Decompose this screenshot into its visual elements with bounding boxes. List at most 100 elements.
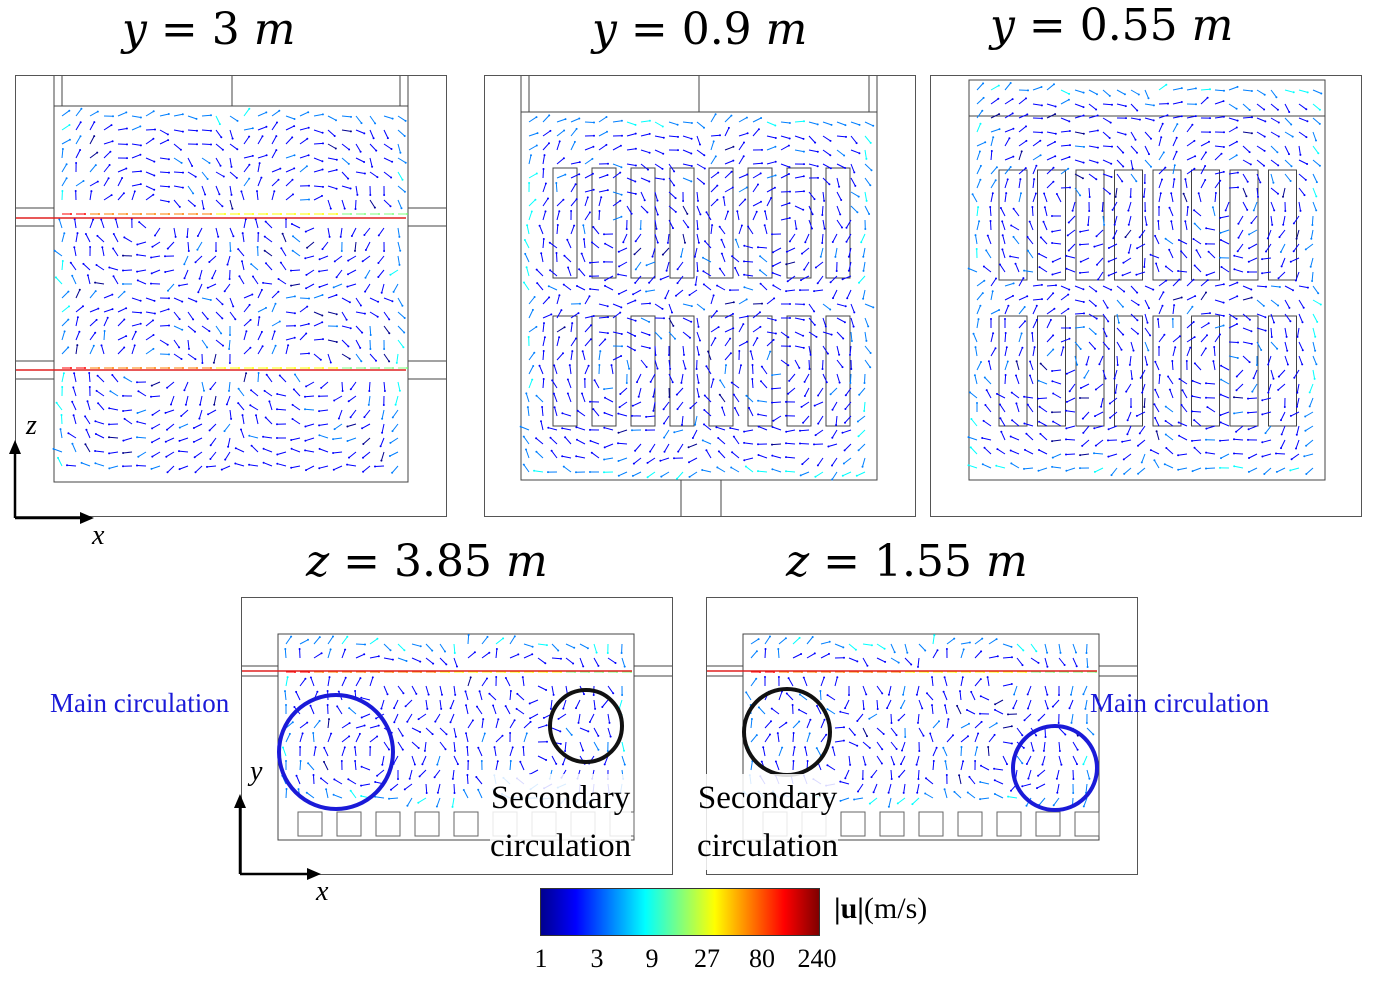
velocity-arrow: [1046, 141, 1056, 147]
velocity-arrow-head: [1180, 403, 1183, 406]
velocity-arrow-head: [61, 190, 64, 192]
velocity-arrow-head: [294, 373, 296, 376]
velocity-arrow-head: [714, 155, 717, 158]
velocity-arrow: [794, 205, 804, 211]
velocity-arrow-head: [743, 459, 746, 462]
velocity-arrow-head: [1093, 427, 1096, 430]
velocity-arrow: [1060, 338, 1070, 343]
velocity-arrow-head: [354, 690, 357, 692]
velocity-arrow: [183, 255, 189, 265]
velocity-arrow: [724, 115, 732, 123]
velocity-arrow: [341, 381, 344, 392]
velocity-arrow-head: [1082, 91, 1085, 94]
velocity-arrow: [137, 269, 147, 273]
velocity-arrow: [249, 464, 259, 467]
velocity-arrow: [1102, 159, 1112, 165]
velocity-arrow: [836, 359, 843, 368]
velocity-arrow-head: [94, 281, 97, 284]
velocity-arrow-head: [194, 358, 197, 361]
velocity-arrow: [677, 261, 684, 270]
velocity-arrow: [634, 275, 642, 284]
velocity-arrow: [777, 648, 780, 659]
velocity-arrow-head: [1288, 306, 1291, 309]
velocity-arrow: [137, 254, 147, 257]
velocity-arrow-head: [449, 707, 452, 710]
velocity-arrow-head: [318, 410, 321, 413]
velocity-arrow: [271, 122, 278, 131]
velocity-arrow: [1116, 313, 1120, 323]
velocity-arrow: [598, 316, 609, 319]
velocity-arrow: [411, 727, 421, 733]
velocity-arrow: [117, 347, 125, 355]
velocity-arrow: [1154, 361, 1160, 371]
velocity-arrow: [523, 282, 530, 291]
velocity-arrow-head: [275, 149, 278, 152]
velocity-arrow-head: [785, 692, 788, 695]
velocity-arrow-head: [61, 260, 64, 262]
velocity-arrow-head: [251, 293, 254, 296]
velocity-arrow-head: [729, 352, 732, 355]
velocity-arrow: [682, 219, 689, 228]
velocity-arrow: [994, 699, 1004, 705]
velocity-arrow-head: [183, 277, 186, 280]
velocity-arrow: [850, 205, 858, 213]
velocity-arrow: [1127, 201, 1132, 211]
velocity-arrow-head: [392, 290, 395, 293]
velocity-arrow-head: [112, 275, 115, 278]
velocity-arrow-head: [336, 367, 338, 369]
velocity-arrow-head: [1046, 651, 1049, 654]
velocity-arrow: [721, 239, 726, 249]
velocity-arrow: [1242, 131, 1252, 134]
velocity-arrow: [542, 155, 545, 165]
velocity-arrow: [291, 465, 301, 469]
velocity-arrow: [1158, 84, 1167, 91]
velocity-arrow: [355, 297, 362, 306]
velocity-arrow: [750, 650, 758, 659]
velocity-arrow: [1186, 279, 1194, 287]
velocity-arrow: [654, 135, 664, 139]
velocity-arrow-head: [364, 276, 367, 279]
velocity-arrow-head: [962, 648, 965, 651]
velocity-arrow-head: [68, 305, 70, 308]
velocity-arrow: [305, 255, 315, 259]
velocity-arrow: [186, 227, 189, 238]
velocity-arrow: [1004, 347, 1008, 357]
velocity-arrow: [1052, 242, 1062, 245]
velocity-arrow-head: [994, 347, 997, 350]
velocity-arrow-head: [360, 795, 363, 797]
velocity-arrow-head: [93, 121, 96, 124]
velocity-arrow: [626, 300, 636, 305]
velocity-arrow-head: [1191, 305, 1194, 308]
velocity-arrow-head: [732, 159, 735, 162]
velocity-arrow-head: [617, 412, 620, 415]
velocity-arrow: [1186, 168, 1195, 175]
velocity-arrow-head: [788, 122, 791, 124]
velocity-arrow-head: [1079, 397, 1081, 399]
velocity-arrow: [735, 239, 740, 249]
velocity-arrow: [83, 263, 91, 271]
velocity-arrow-head: [248, 434, 251, 437]
velocity-arrow-head: [1037, 397, 1039, 400]
velocity-arrow-head: [552, 693, 555, 696]
velocity-arrow-head: [801, 463, 804, 466]
velocity-arrow-head: [560, 657, 562, 660]
velocity-arrow-head: [652, 395, 655, 398]
velocity-arrow: [862, 247, 866, 257]
velocity-arrow: [1270, 341, 1278, 350]
velocity-arrow: [215, 157, 221, 167]
velocity-arrow: [706, 211, 712, 221]
velocity-arrow-head: [757, 183, 759, 186]
velocity-arrow-head: [229, 250, 232, 252]
velocity-arrow: [976, 141, 986, 147]
velocity-arrow: [702, 469, 712, 473]
velocity-arrow: [710, 310, 718, 319]
velocity-arrow: [730, 467, 740, 473]
velocity-arrow-head: [732, 435, 735, 438]
velocity-arrow-head: [164, 440, 167, 443]
velocity-arrow: [986, 389, 992, 399]
velocity-arrow-head: [756, 337, 759, 340]
velocity-arrow-head: [210, 114, 212, 117]
velocity-arrow-head: [823, 676, 826, 679]
velocity-arrow-head: [350, 235, 353, 237]
velocity-arrow: [1170, 221, 1174, 231]
